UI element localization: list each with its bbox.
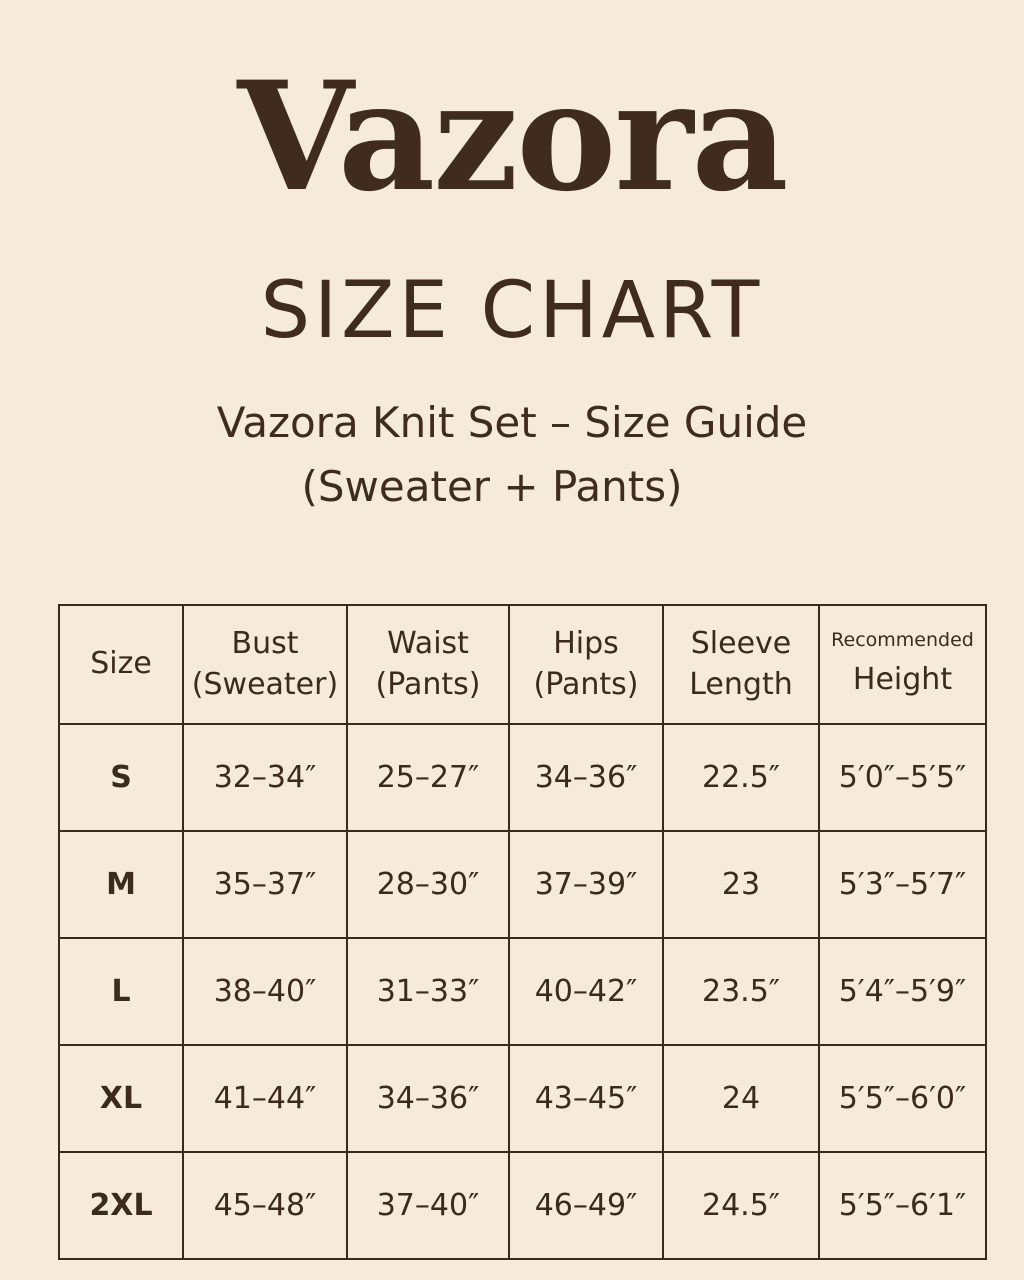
header-size: Size — [58, 604, 184, 725]
cell-sleeve: 23.5″ — [662, 937, 820, 1046]
header-text: Height — [852, 662, 953, 698]
cell-size: XL — [58, 1044, 184, 1153]
cell-bust: 32–34″ — [182, 723, 348, 832]
table-row: M 35–37″ 28–30″ 37–39″ 23 5′3″–5′7″ — [58, 830, 987, 939]
cell-hips: 37–39″ — [508, 830, 664, 939]
size-table: Size Bust (Sweater) Waist (Pants) Hips (Pan… — [58, 604, 987, 1260]
cell-bust: 41–44″ — [182, 1044, 348, 1153]
cell-sleeve: 24.5″ — [662, 1151, 820, 1260]
subtitle: Vazora Knit Set – Size Guide — [216, 398, 808, 447]
cell-hips: 40–42″ — [508, 937, 664, 1046]
header-text: Waist — [387, 626, 469, 661]
cell-height: 5′5″–6′0″ — [818, 1044, 987, 1153]
header-row: Size Bust (Sweater) Waist (Pants) Hips (Pan… — [58, 604, 987, 725]
header-hips: Hips (Pants) — [508, 604, 664, 725]
cell-waist: 31–33″ — [346, 937, 510, 1046]
cell-waist: 34–36″ — [346, 1044, 510, 1153]
header-text: (Sweater) — [191, 666, 339, 702]
header-text: Length — [689, 666, 793, 702]
cell-bust: 38–40″ — [182, 937, 348, 1046]
cell-bust: 45–48″ — [182, 1151, 348, 1260]
cell-size: 2XL — [58, 1151, 184, 1260]
header-bust: Bust (Sweater) — [182, 604, 348, 725]
page-title: SIZE CHART — [260, 266, 764, 356]
cell-sleeve: 22.5″ — [662, 723, 820, 832]
cell-hips: 43–45″ — [508, 1044, 664, 1153]
header-text: Bust — [231, 626, 299, 661]
cell-sleeve: 23 — [662, 830, 820, 939]
cell-height: 5′5″–6′1″ — [818, 1151, 987, 1260]
cell-waist: 28–30″ — [346, 830, 510, 939]
header-height: Recommended Height — [818, 604, 987, 725]
header-waist: Waist (Pants) — [346, 604, 510, 725]
cell-hips: 46–49″ — [508, 1151, 664, 1260]
subtitle-secondary: (Sweater + Pants) — [301, 462, 683, 511]
cell-hips: 34–36″ — [508, 723, 664, 832]
header-text: Recommended — [831, 629, 974, 652]
table-row: 2XL 45–48″ 37–40″ 46–49″ 24.5″ 5′5″–6′1″ — [58, 1151, 987, 1260]
cell-height: 5′4″–5′9″ — [818, 937, 987, 1046]
brand-logo: Vazora — [237, 49, 788, 225]
cell-height: 5′0″–5′5″ — [818, 723, 987, 832]
header-sleeve: Sleeve Length — [662, 604, 820, 725]
header-text: Sleeve — [690, 626, 792, 661]
table-row: L 38–40″ 31–33″ 40–42″ 23.5″ 5′4″–5′9″ — [58, 937, 987, 1046]
cell-waist: 37–40″ — [346, 1151, 510, 1260]
table-row: S 32–34″ 25–27″ 34–36″ 22.5″ 5′0″–5′5″ — [58, 723, 987, 832]
cell-size: M — [58, 830, 184, 939]
cell-size: S — [58, 723, 184, 832]
cell-sleeve: 24 — [662, 1044, 820, 1153]
cell-height: 5′3″–5′7″ — [818, 830, 987, 939]
header-text: (Pants) — [533, 666, 639, 702]
cell-size: L — [58, 937, 184, 1046]
header-text: Hips — [553, 626, 619, 661]
cell-waist: 25–27″ — [346, 723, 510, 832]
header-text: Size — [90, 646, 152, 682]
table-row: XL 41–44″ 34–36″ 43–45″ 24 5′5″–6′0″ — [58, 1044, 987, 1153]
header-text: (Pants) — [375, 666, 481, 702]
cell-bust: 35–37″ — [182, 830, 348, 939]
